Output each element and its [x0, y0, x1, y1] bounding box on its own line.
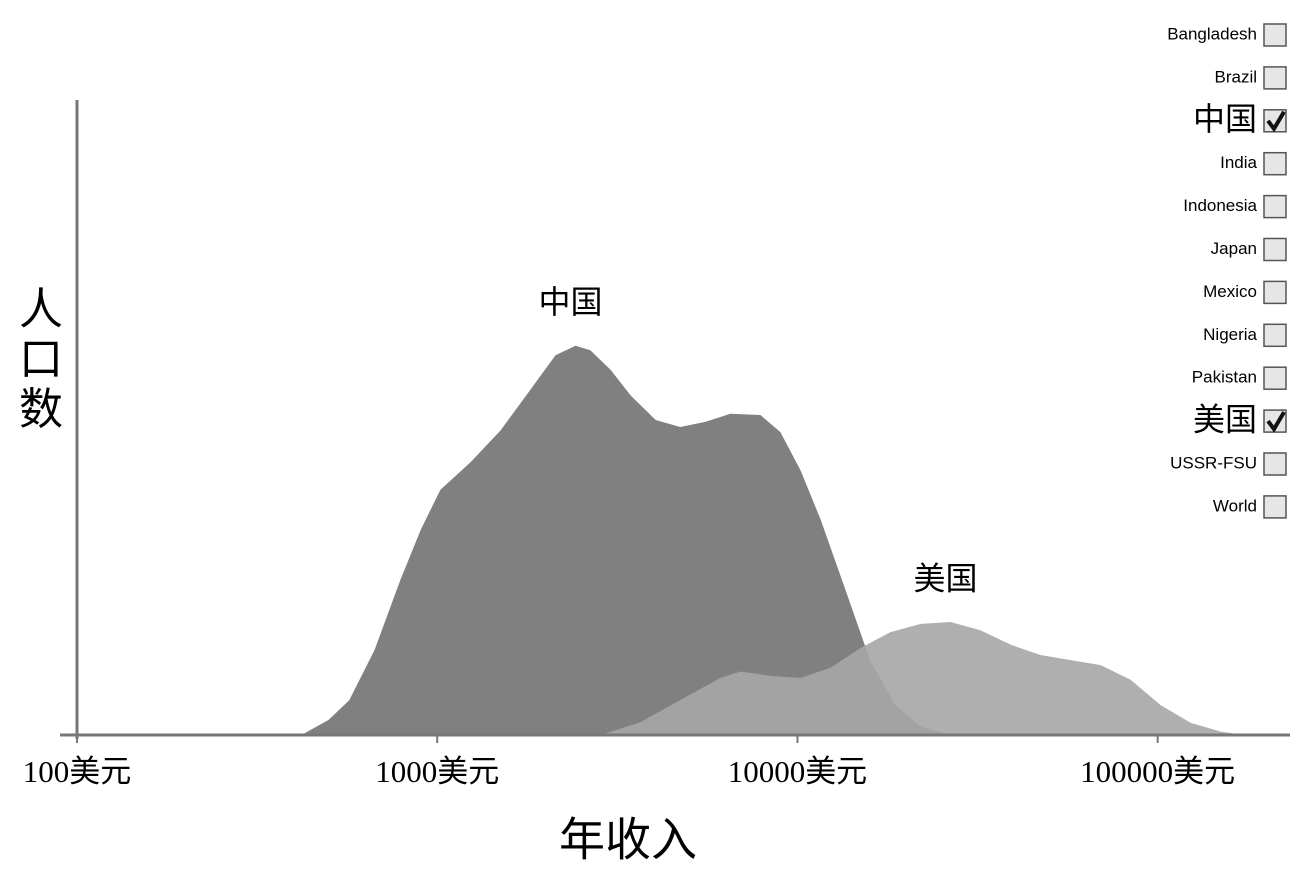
country-label[interactable]: 美国 — [1193, 401, 1257, 437]
country-label[interactable]: Nigeria — [1203, 325, 1257, 344]
y-axis-label: 人口数 — [19, 284, 63, 435]
country-label[interactable]: Pakistan — [1192, 368, 1257, 387]
checkbox[interactable] — [1263, 23, 1287, 47]
checkbox[interactable] — [1263, 151, 1287, 176]
x-tick-label: 1000美元 — [375, 754, 499, 789]
checkmark[interactable] — [1266, 110, 1286, 133]
checkbox[interactable] — [1263, 452, 1287, 476]
country-label[interactable]: India — [1220, 153, 1257, 172]
series-label: 美国 — [913, 560, 977, 596]
checkbox[interactable] — [1263, 366, 1287, 390]
country-label[interactable]: 中国 — [1193, 101, 1257, 137]
series-label: 中国 — [538, 284, 602, 320]
x-tick-label: 10000美元 — [728, 754, 868, 789]
country-label[interactable]: Japan — [1211, 239, 1257, 258]
country-label[interactable]: USSR-FSU — [1170, 453, 1257, 472]
checkbox[interactable] — [1263, 194, 1287, 219]
checkbox[interactable] — [1263, 280, 1287, 305]
country-label[interactable]: Mexico — [1203, 282, 1257, 301]
checkbox[interactable] — [1263, 66, 1287, 90]
country-label[interactable]: Brazil — [1214, 67, 1257, 86]
area — [600, 622, 1246, 735]
area — [301, 345, 951, 735]
checkmark[interactable] — [1266, 411, 1286, 433]
country-label[interactable]: Bangladesh — [1167, 24, 1257, 43]
x-tick-label: 100美元 — [23, 754, 132, 789]
country-label[interactable]: Indonesia — [1183, 196, 1257, 215]
checkbox[interactable] — [1263, 323, 1287, 348]
checkbox[interactable] — [1263, 495, 1287, 519]
country-label[interactable]: World — [1213, 496, 1257, 515]
checkbox[interactable] — [1263, 237, 1287, 262]
x-tick-label: 100000美元 — [1080, 754, 1235, 789]
x-axis-label: 年收入 — [559, 815, 697, 866]
